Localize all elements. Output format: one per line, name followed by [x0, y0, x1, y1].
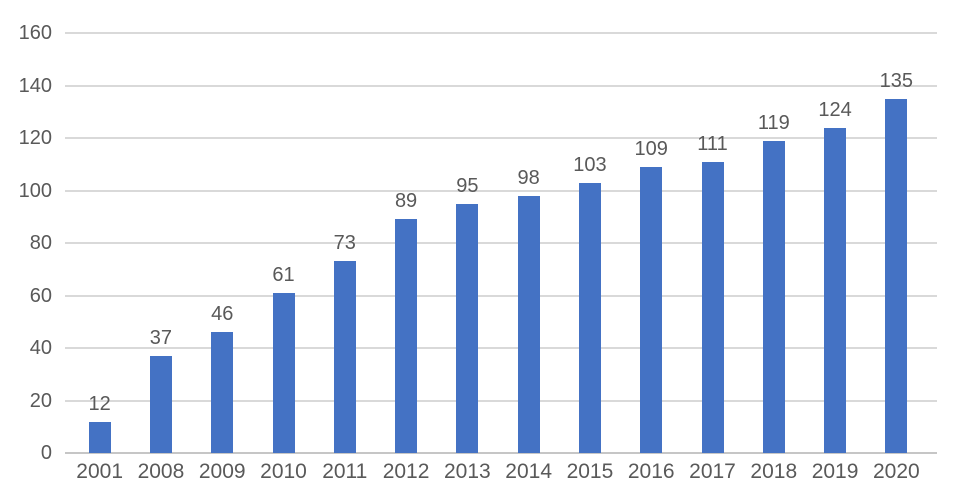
x-axis-tick-label: 2011: [322, 460, 368, 483]
y-axis-tick-label: 40: [29, 337, 52, 359]
x-axis-tick-label: 2001: [76, 460, 123, 483]
x-axis-tick-label: 2009: [198, 460, 246, 483]
x-axis-line: [65, 452, 937, 454]
gridline: [65, 84, 937, 87]
bar-2016: [640, 166, 663, 453]
bar-2008: [149, 355, 172, 453]
x-axis-tick-label: 2015: [566, 460, 614, 483]
bar-2009: [211, 332, 234, 453]
bar-2001: [88, 421, 111, 453]
bar-value-label: 37: [149, 326, 173, 349]
bar-2018: [762, 140, 785, 453]
bar-value-label: 124: [818, 98, 852, 121]
bar-value-label: 46: [211, 303, 234, 326]
x-axis-tick-label: 2018: [750, 460, 798, 483]
bar-value-label: 89: [394, 190, 418, 213]
bar-value-label: 98: [517, 166, 540, 189]
bar-2012: [395, 219, 418, 453]
bar-2017: [701, 161, 724, 453]
y-axis-tick-label: 160: [18, 22, 52, 44]
bar-2013: [456, 203, 479, 453]
gridline: [65, 399, 937, 402]
x-axis-tick-label: 2012: [382, 460, 430, 483]
x-axis-tick-label: 2013: [443, 460, 491, 483]
y-axis-tick-label: 20: [29, 389, 52, 412]
bar-2019: [824, 127, 847, 453]
bar-value-label: 109: [634, 137, 668, 160]
bar-value-label: 103: [573, 153, 607, 176]
x-axis-tick-label: 2020: [872, 460, 920, 483]
y-axis-tick-label: 60: [29, 284, 52, 307]
y-axis-tick-label: 0: [40, 442, 52, 464]
x-axis-tick-label: 2014: [505, 460, 552, 483]
bar-value-label: 12: [88, 392, 111, 415]
bar-2011: [333, 261, 356, 453]
x-axis-tick-label: 2016: [627, 460, 675, 483]
gridline: [65, 347, 937, 349]
bar-value-label: 95: [456, 174, 479, 197]
gridline: [65, 242, 937, 244]
x-axis-tick-label: 2019: [811, 460, 859, 483]
y-axis-tick-label: 120: [18, 127, 52, 149]
bar-value-label: 119: [757, 111, 790, 134]
y-axis-tick-label: 100: [18, 179, 52, 202]
x-axis-tick-label: 2008: [137, 460, 185, 483]
bar-2014: [517, 195, 540, 453]
x-axis-tick-label: 2010: [260, 460, 307, 483]
y-axis-tick-label: 140: [18, 74, 52, 97]
gridline: [65, 189, 937, 192]
gridline: [65, 137, 937, 139]
bar-value-label: 61: [272, 263, 295, 286]
bar-2010: [272, 292, 295, 453]
bar-2020: [885, 98, 908, 453]
gridline: [65, 294, 937, 297]
bar-value-label: 111: [697, 132, 728, 155]
bar-value-label: 73: [333, 232, 356, 255]
y-axis-tick-label: 80: [29, 232, 52, 254]
x-axis-tick-label: 2017: [689, 460, 736, 483]
bar-2015: [578, 182, 601, 453]
bar-value-label: 135: [879, 69, 914, 92]
gridline: [65, 32, 937, 34]
